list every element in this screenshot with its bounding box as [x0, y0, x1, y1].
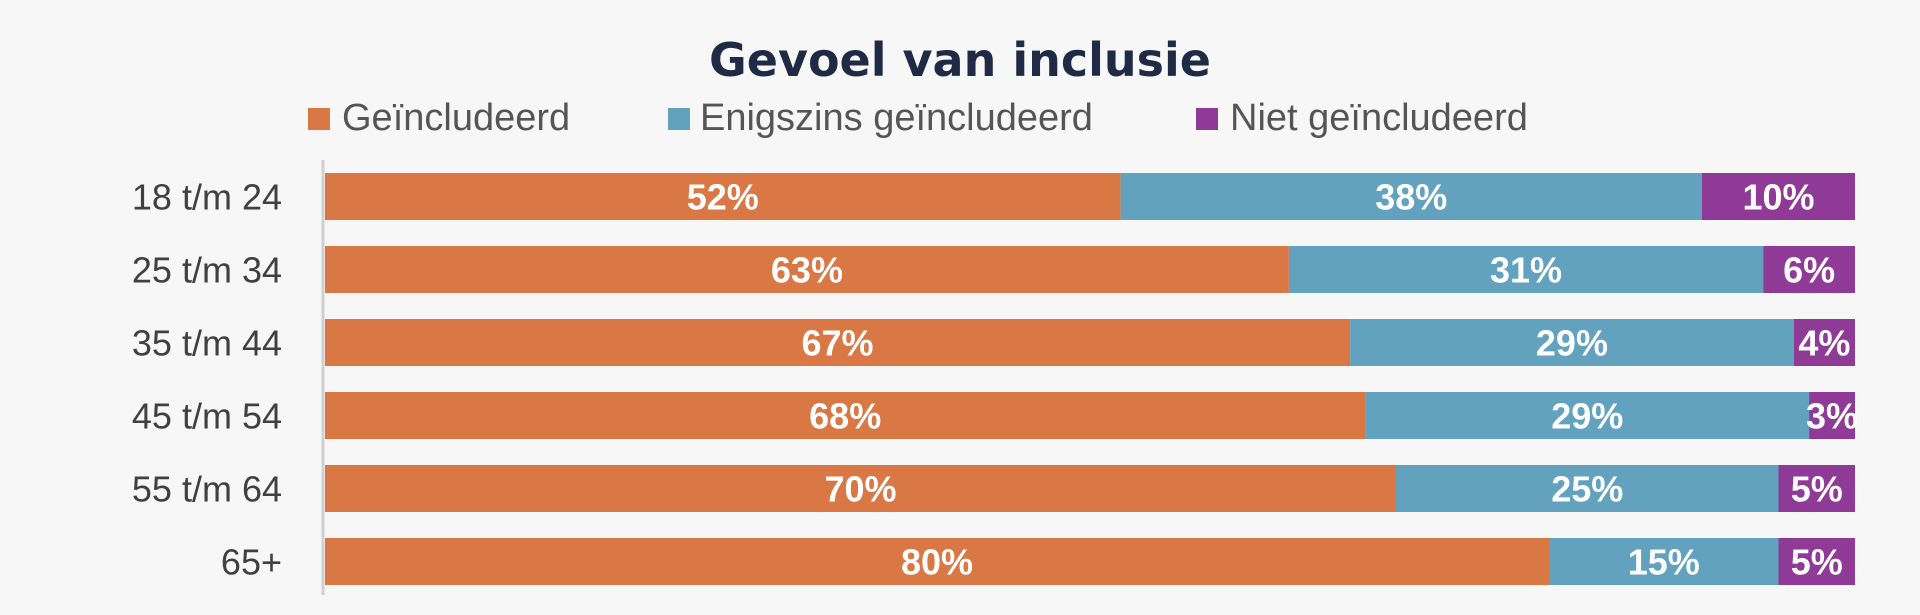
data-label-included: 63% — [771, 250, 843, 291]
bar-segment-included — [325, 538, 1549, 585]
data-label-included: 80% — [901, 542, 973, 583]
data-label-somewhat-included: 29% — [1536, 323, 1608, 364]
bar-segment-included — [325, 465, 1396, 512]
legend-swatch-somewhat-included — [668, 108, 690, 130]
bar-segment-included — [325, 246, 1289, 293]
legend: Geïncludeerd Enigszins geïncludeerd Niet… — [308, 97, 1528, 139]
data-label-included: 70% — [824, 469, 896, 510]
data-label-somewhat-included: 29% — [1551, 396, 1623, 437]
data-label-included: 67% — [802, 323, 874, 364]
data-label-somewhat-included: 25% — [1551, 469, 1623, 510]
data-label-included: 68% — [809, 396, 881, 437]
category-label: 55 t/m 64 — [132, 469, 282, 510]
bar-segment-somewhat-included — [1120, 173, 1702, 220]
bar-segment-somewhat-included — [1365, 392, 1810, 439]
legend-label-not-included: Niet geïncludeerd — [1230, 97, 1528, 139]
data-label-not-included: 4% — [1798, 323, 1850, 364]
bar-segment-not-included — [1809, 392, 1855, 439]
bar-segment-not-included — [1793, 319, 1855, 366]
bar-segment-somewhat-included — [1549, 538, 1779, 585]
category-label: 65+ — [221, 542, 282, 583]
legend-label-included: Geïncludeerd — [342, 97, 570, 139]
bar-segment-somewhat-included — [1350, 319, 1794, 366]
data-label-not-included: 3% — [1806, 396, 1858, 437]
data-label-not-included: 6% — [1783, 250, 1835, 291]
data-label-not-included: 10% — [1742, 177, 1814, 218]
data-label-not-included: 5% — [1791, 469, 1843, 510]
bar-segment-included — [325, 173, 1121, 220]
data-label-included: 52% — [687, 177, 759, 218]
bar-segment-included — [325, 392, 1366, 439]
category-labels: 18 t/m 24 25 t/m 34 35 t/m 44 45 t/m 54 55 t… — [132, 177, 282, 583]
legend-swatch-included — [308, 108, 330, 130]
bars: 52% 38% 10% 63% 31% 6% 67% 29% 4% 68% 29% 3% 70% 25% 5… — [325, 173, 1858, 585]
category-label: 45 t/m 54 — [132, 396, 282, 437]
category-label: 35 t/m 44 — [132, 323, 282, 364]
chart-title: Gevoel van inclusie — [709, 33, 1211, 87]
bar-segment-not-included — [1778, 465, 1855, 512]
bar-segment-not-included — [1702, 173, 1855, 220]
data-label-somewhat-included: 38% — [1375, 177, 1447, 218]
category-label: 25 t/m 34 — [132, 250, 282, 291]
bar-segment-not-included — [1763, 246, 1855, 293]
legend-swatch-not-included — [1196, 108, 1218, 130]
data-label-somewhat-included: 15% — [1628, 542, 1700, 583]
bar-segment-somewhat-included — [1396, 465, 1779, 512]
category-label: 18 t/m 24 — [132, 177, 282, 218]
legend-label-somewhat-included: Enigszins geïncludeerd — [700, 97, 1093, 139]
bar-segment-somewhat-included — [1288, 246, 1764, 293]
data-label-somewhat-included: 31% — [1490, 250, 1562, 291]
data-label-not-included: 5% — [1791, 542, 1843, 583]
bar-segment-included — [325, 319, 1351, 366]
bar-segment-not-included — [1778, 538, 1855, 585]
